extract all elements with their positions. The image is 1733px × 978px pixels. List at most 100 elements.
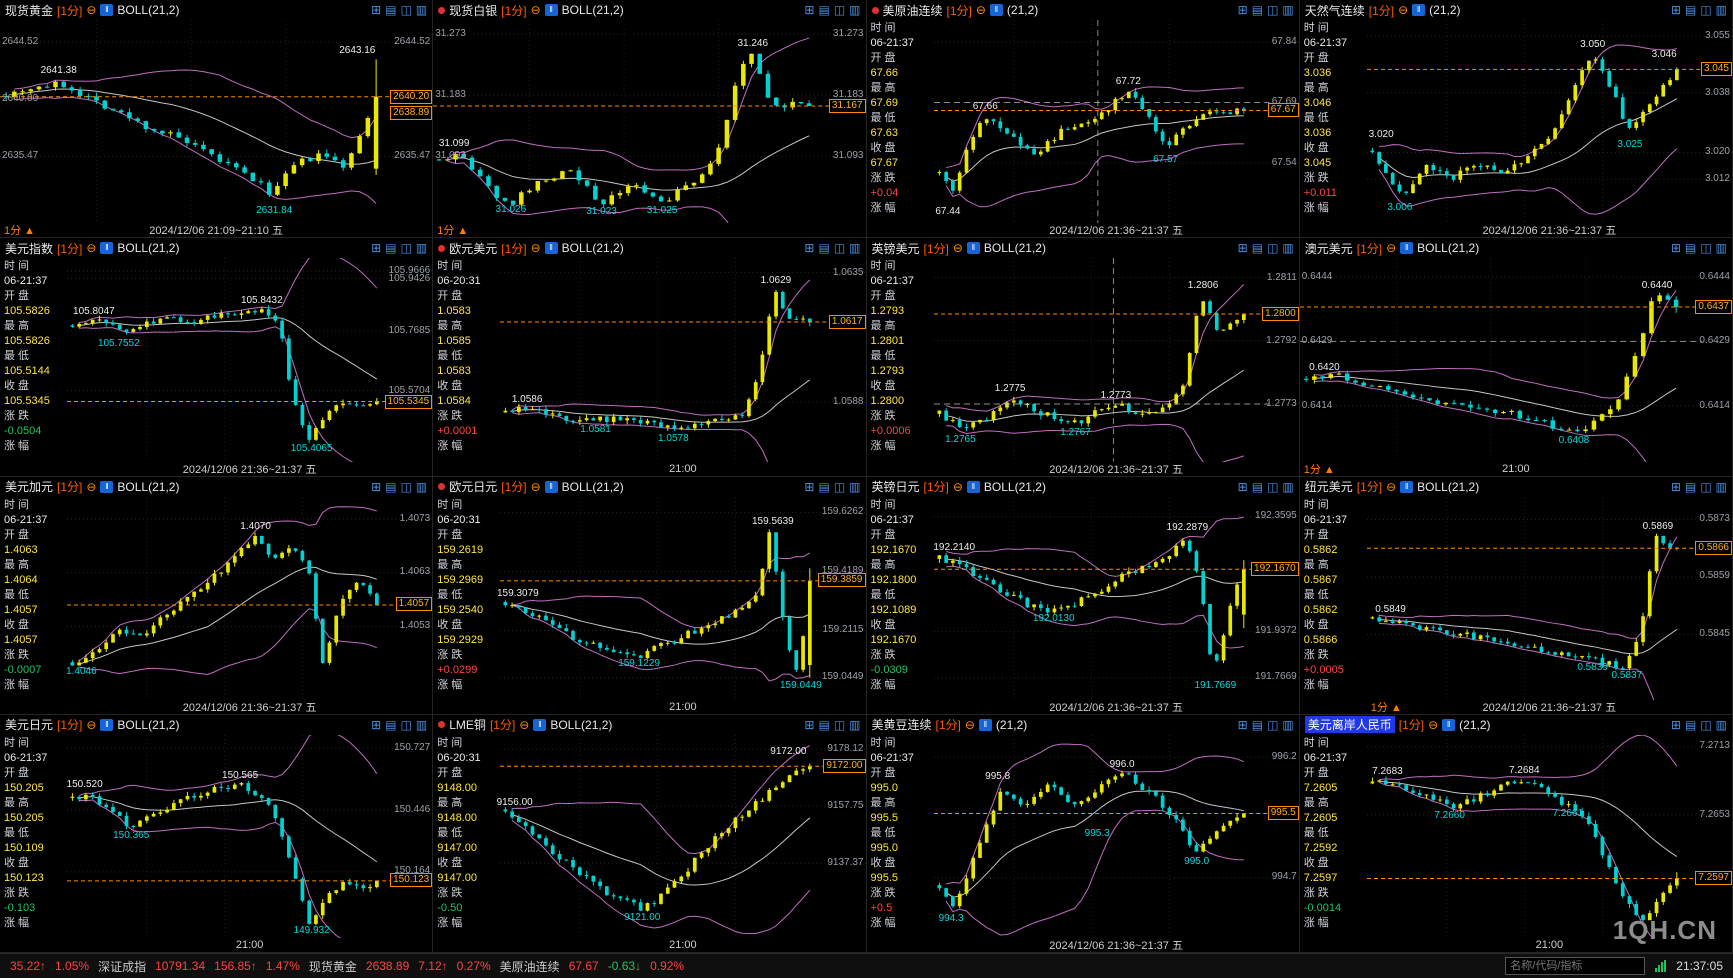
- list-view-icon[interactable]: ▥: [1715, 717, 1727, 732]
- chart-area[interactable]: 21:00 159.6262 159.4189 159.2115 159.0449 15…: [497, 496, 866, 714]
- kline-icon[interactable]: ‖: [100, 718, 114, 731]
- grid-layout-icon[interactable]: ⊞: [1670, 241, 1681, 256]
- list-view-icon[interactable]: ▥: [849, 241, 861, 256]
- bar-view-icon[interactable]: ▤: [1684, 479, 1697, 494]
- panel-gbpusd[interactable]: 英镑美元 [1分] ⊖ ‖ BOLL(21,2) ⊞ ▤ ◫ ▥ 时 间 06-2…: [866, 238, 1300, 477]
- kline-view-icon[interactable]: ◫: [400, 3, 412, 17]
- collapse-indicator-icon[interactable]: ⊖: [86, 3, 97, 17]
- panel-gold[interactable]: 现货黄金 [1分] ⊖ ‖ BOLL(21,2) ⊞ ▤ ◫ ▥ 1分 ▲ 20…: [0, 0, 434, 239]
- candlestick-chart-svg[interactable]: [933, 496, 1299, 700]
- instrument-title[interactable]: 英镑日元: [871, 480, 920, 494]
- chart-area[interactable]: 1分 ▲ 2024/12/06 21:09~21:10 五 2644.52 264…: [0, 20, 433, 237]
- grid-layout-icon[interactable]: ⊞: [804, 3, 815, 17]
- indicator-label[interactable]: (21,2): [995, 717, 1028, 732]
- kline-icon[interactable]: ‖: [100, 242, 114, 255]
- kline-view-icon[interactable]: ◫: [1267, 241, 1279, 256]
- chart-area[interactable]: 21:00 1.0635 1.0588 1.0617 1.0629 1.0586 1.05…: [500, 258, 866, 475]
- list-view-icon[interactable]: ▥: [415, 717, 428, 732]
- kline-icon[interactable]: ‖: [1400, 242, 1414, 255]
- instrument-title[interactable]: 美元加元: [5, 480, 54, 494]
- instrument-title[interactable]: 美元日元: [5, 718, 54, 733]
- list-view-icon[interactable]: ▥: [1715, 241, 1727, 256]
- grid-layout-icon[interactable]: ⊞: [804, 479, 815, 494]
- candlestick-chart-svg[interactable]: [500, 496, 866, 700]
- period-tag[interactable]: [1分]: [57, 480, 83, 494]
- chart-area[interactable]: 1分 ▲ 31.273 31.183 31.093 31.273 31.183 31.09…: [433, 20, 866, 238]
- panel-silver[interactable]: 现货白银 [1分] ⊖ ‖ BOLL(21,2) ⊞ ▤ ◫ ▥ 1分 ▲ 31…: [433, 0, 867, 239]
- bar-view-icon[interactable]: ▤: [385, 241, 397, 256]
- list-view-icon[interactable]: ▥: [1282, 479, 1294, 494]
- list-view-icon[interactable]: ▥: [849, 3, 861, 17]
- instrument-title[interactable]: 澳元美元: [1304, 241, 1353, 256]
- grid-layout-icon[interactable]: ⊞: [371, 717, 382, 732]
- period-tag[interactable]: [1分]: [57, 3, 83, 18]
- chart-area[interactable]: 2024/12/06 21:36~21:37 五 1.4073 1.4063 1.4…: [66, 496, 433, 714]
- kline-icon[interactable]: ‖: [544, 480, 558, 493]
- kline-view-icon[interactable]: ◫: [833, 479, 846, 494]
- chart-area[interactable]: 2024/12/06 21:36~21:37 五 192.3595 191.937…: [933, 496, 1299, 714]
- kline-view-icon[interactable]: ◫: [1700, 241, 1712, 256]
- period-indicator[interactable]: 1分 ▲: [1303, 463, 1335, 476]
- period-tag[interactable]: [1分]: [501, 3, 527, 18]
- kline-icon[interactable]: ‖: [966, 480, 980, 493]
- indicator-label[interactable]: BOLL(21,2): [117, 3, 180, 17]
- panel-usdcad[interactable]: 美元加元 [1分] ⊖ ‖ BOLL(21,2) ⊞ ▤ ◫ ▥ 时 间 06-2…: [0, 476, 434, 715]
- bar-view-icon[interactable]: ▤: [1251, 479, 1264, 494]
- period-tag[interactable]: [1分]: [501, 480, 527, 494]
- kline-icon[interactable]: ‖: [1412, 4, 1426, 16]
- indicator-label[interactable]: BOLL(21,2): [561, 479, 624, 494]
- kline-view-icon[interactable]: ◫: [400, 479, 412, 494]
- collapse-indicator-icon[interactable]: ⊖: [952, 241, 963, 256]
- list-view-icon[interactable]: ▥: [415, 241, 428, 256]
- indicator-label[interactable]: (21,2): [1459, 717, 1491, 732]
- chart-area[interactable]: 2024/12/06 21:36~21:37 五 1.2811 1.2792 1.2…: [933, 258, 1299, 476]
- kline-view-icon[interactable]: ◫: [833, 717, 846, 732]
- indicator-label[interactable]: BOLL(21,2): [550, 717, 613, 732]
- grid-layout-icon[interactable]: ⊞: [371, 479, 382, 494]
- instrument-title[interactable]: 英镑美元: [871, 241, 920, 256]
- candlestick-chart-svg[interactable]: [67, 734, 433, 938]
- chart-area[interactable]: 2024/12/06 21:36~21:37 五 3.055 3.038 3.020…: [1366, 20, 1732, 237]
- indicator-label[interactable]: (21,2): [1006, 3, 1039, 17]
- kline-view-icon[interactable]: ◫: [400, 717, 412, 732]
- indicator-label[interactable]: (21,2): [1429, 3, 1461, 17]
- instrument-title[interactable]: 美黄豆连续: [871, 718, 932, 733]
- kline-icon[interactable]: ‖: [978, 718, 992, 731]
- collapse-indicator-icon[interactable]: ⊖: [86, 241, 97, 256]
- instrument-title[interactable]: LME铜: [449, 718, 486, 733]
- period-tag[interactable]: [1分]: [923, 241, 949, 256]
- chart-area[interactable]: 2024/12/06 21:36~21:37 五 996.2 994.7 995.5…: [933, 734, 1299, 952]
- period-tag[interactable]: [1分]: [1356, 241, 1383, 256]
- collapse-indicator-icon[interactable]: ⊖: [952, 479, 963, 494]
- period-tag[interactable]: [1分]: [1356, 480, 1383, 494]
- list-view-icon[interactable]: ▥: [1715, 3, 1727, 17]
- grid-layout-icon[interactable]: ⊞: [1670, 479, 1681, 494]
- candlestick-chart-svg[interactable]: [1366, 496, 1732, 700]
- period-tag[interactable]: [1分]: [946, 3, 972, 18]
- panel-audusd[interactable]: 澳元美元 [1分] ⊖ ‖ BOLL(21,2) ⊞ ▤ ◫ ▥ 1分 ▲ 21…: [1299, 238, 1733, 477]
- candlestick-chart-svg[interactable]: [1366, 20, 1732, 224]
- bar-view-icon[interactable]: ▤: [385, 3, 397, 17]
- kline-view-icon[interactable]: ◫: [1700, 479, 1712, 494]
- kline-view-icon[interactable]: ◫: [1267, 717, 1279, 732]
- bar-view-icon[interactable]: ▤: [818, 479, 830, 494]
- chart-area[interactable]: 1分 ▲ 21:00 0.6444 0.6429 0.6414 0.6444 0.642…: [1299, 258, 1732, 476]
- panel-lme-copper[interactable]: LME铜 [1分] ⊖ ‖ BOLL(21,2) ⊞ ▤ ◫ ▥ 时 间 06-2…: [433, 714, 867, 953]
- period-tag[interactable]: [1分]: [57, 718, 83, 733]
- kline-icon[interactable]: ‖: [1442, 718, 1456, 731]
- grid-layout-icon[interactable]: ⊞: [804, 241, 815, 256]
- indicator-label[interactable]: BOLL(21,2): [561, 241, 624, 256]
- chart-area[interactable]: 21:00 9178.12 9157.75 9137.37 9172.00 9172.0…: [497, 734, 866, 952]
- list-view-icon[interactable]: ▥: [1282, 3, 1294, 17]
- bar-view-icon[interactable]: ▤: [1684, 717, 1697, 732]
- candlestick-chart-svg[interactable]: [1299, 258, 1732, 462]
- grid-layout-icon[interactable]: ⊞: [1237, 3, 1248, 17]
- kline-view-icon[interactable]: ◫: [1700, 3, 1712, 17]
- panel-eurjpy[interactable]: 欧元日元 [1分] ⊖ ‖ BOLL(21,2) ⊞ ▤ ◫ ▥ 时 间 06-2…: [433, 476, 867, 715]
- kline-icon[interactable]: ‖: [544, 242, 558, 255]
- period-indicator[interactable]: 1分 ▲: [437, 225, 469, 238]
- ticker-instrument-name[interactable]: 现货黄金: [308, 959, 357, 974]
- kline-icon[interactable]: ‖: [1400, 480, 1414, 493]
- bar-view-icon[interactable]: ▤: [818, 3, 830, 17]
- indicator-label[interactable]: BOLL(21,2): [983, 479, 1046, 494]
